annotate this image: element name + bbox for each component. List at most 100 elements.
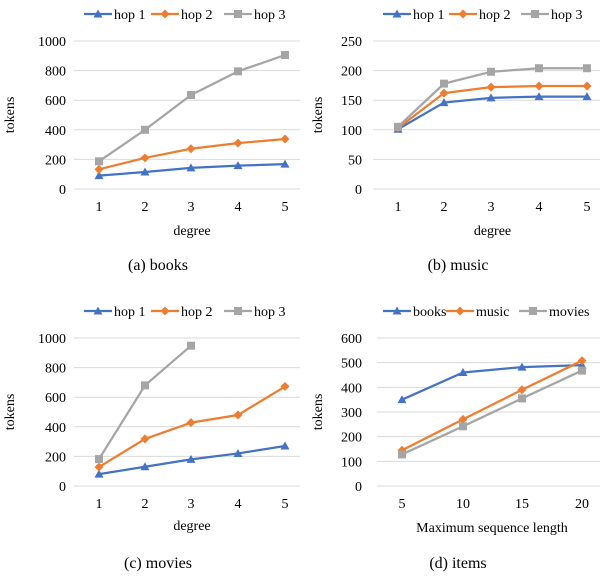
data-point [439, 98, 449, 107]
legend-label: hop 2 [479, 8, 511, 23]
chart-panel-4: 0 100 200 300 400 500 600 5 10 15 20 Maximum sequen… [311, 305, 600, 572]
data-point [534, 81, 544, 91]
y-tick-label: 100 [341, 455, 362, 470]
y-tick-label: 200 [341, 65, 362, 80]
x-axis-label: degree [474, 224, 511, 239]
y-tick-label: 0 [59, 480, 66, 495]
x-tick-label: 4 [235, 497, 242, 512]
data-point [486, 82, 496, 92]
legend-marker [392, 306, 402, 315]
data-point [280, 134, 290, 144]
data-point [94, 171, 104, 180]
x-tick-label: 2 [142, 200, 149, 215]
data-point [534, 92, 544, 101]
data-point [233, 138, 243, 148]
legend-marker [455, 306, 465, 316]
x-tick-label: 4 [536, 200, 543, 215]
x-tick-label: 5 [282, 497, 289, 512]
x-tick-label: 3 [188, 200, 195, 215]
chart-panel-3: 0 200 400 600 800 1000 1 2 3 4 5 degree tokens hop 1 h… [3, 305, 300, 572]
y-tick-label: 500 [341, 357, 362, 372]
x-tick-label: 2 [441, 200, 448, 215]
y-tick-label: 200 [45, 153, 66, 168]
legend-marker [160, 306, 170, 316]
x-tick-label: 1 [96, 200, 103, 215]
x-tick-label: 3 [188, 497, 195, 512]
legend-label: music [476, 305, 509, 320]
y-tick-label: 400 [45, 421, 66, 436]
x-tick-label: 3 [488, 200, 495, 215]
x-tick-label: 1 [96, 497, 103, 512]
data-point [517, 385, 527, 395]
legend-label: hop 1 [114, 305, 146, 320]
data-point [186, 144, 196, 154]
x-tick-label: 4 [235, 200, 242, 215]
y-axis-label: tokens [311, 97, 326, 134]
data-point [458, 368, 468, 377]
y-tick-label: 100 [341, 124, 362, 139]
data-point [94, 164, 104, 174]
data-point [94, 469, 104, 478]
panel-caption: (b) music [428, 257, 489, 274]
y-tick-label: 600 [45, 94, 66, 109]
data-point [583, 64, 591, 73]
legend-marker [93, 306, 103, 315]
data-point [518, 394, 526, 403]
y-tick-label: 400 [341, 381, 362, 396]
data-point [397, 395, 407, 404]
data-point [94, 462, 104, 472]
x-tick-label: 10 [456, 497, 470, 512]
y-tick-label: 400 [45, 124, 66, 139]
y-tick-label: 50 [348, 153, 362, 168]
legend-label: hop 2 [181, 8, 213, 23]
y-tick-label: 1000 [38, 332, 66, 347]
y-axis-label: tokens [311, 394, 326, 431]
y-tick-label: 600 [45, 391, 66, 406]
data-point [459, 422, 467, 431]
x-tick-label: 5 [282, 200, 289, 215]
x-axis-label: Maximum sequence length [416, 521, 568, 536]
y-tick-label: 150 [341, 94, 362, 109]
y-tick-label: 200 [45, 450, 66, 465]
chart-panel-1: 0 200 400 600 800 1000 1 2 3 4 5 degree tokens hop 1 h… [3, 8, 300, 274]
data-point [582, 81, 592, 91]
legend-label: books [413, 305, 446, 320]
panel-caption: (c) movies [124, 555, 192, 572]
data-point [186, 454, 196, 463]
y-tick-label: 300 [341, 406, 362, 421]
data-point [458, 414, 468, 424]
data-point [487, 67, 495, 76]
y-tick-label: 0 [355, 480, 362, 495]
data-point [140, 462, 150, 471]
legend-label: hop 2 [181, 305, 213, 320]
y-axis-label: tokens [3, 394, 18, 431]
x-tick-label: 5 [399, 497, 406, 512]
data-point [95, 455, 103, 464]
data-point [280, 382, 290, 392]
data-point [280, 159, 290, 168]
legend-marker [531, 10, 539, 18]
data-point [440, 79, 448, 88]
data-point [517, 362, 527, 371]
series-line-movies [401, 369, 583, 456]
legend-label: hop 3 [551, 8, 583, 23]
panel-caption: (a) books [128, 257, 188, 274]
data-point [394, 122, 402, 131]
data-point [439, 88, 449, 98]
legend-marker [160, 9, 170, 19]
x-axis-label: degree [173, 519, 210, 534]
series-line-hop-2 [397, 84, 587, 129]
y-axis-label: tokens [3, 97, 18, 134]
y-tick-label: 800 [45, 362, 66, 377]
data-point [187, 91, 195, 100]
data-point [578, 366, 586, 375]
y-tick-label: 0 [59, 183, 66, 198]
legend-marker [392, 9, 402, 18]
data-point [140, 153, 150, 163]
x-tick-label: 15 [515, 497, 529, 512]
data-point [140, 434, 150, 444]
data-point [398, 450, 406, 459]
y-tick-label: 0 [355, 183, 362, 198]
y-tick-label: 600 [341, 332, 362, 347]
y-tick-label: 1000 [38, 35, 66, 50]
